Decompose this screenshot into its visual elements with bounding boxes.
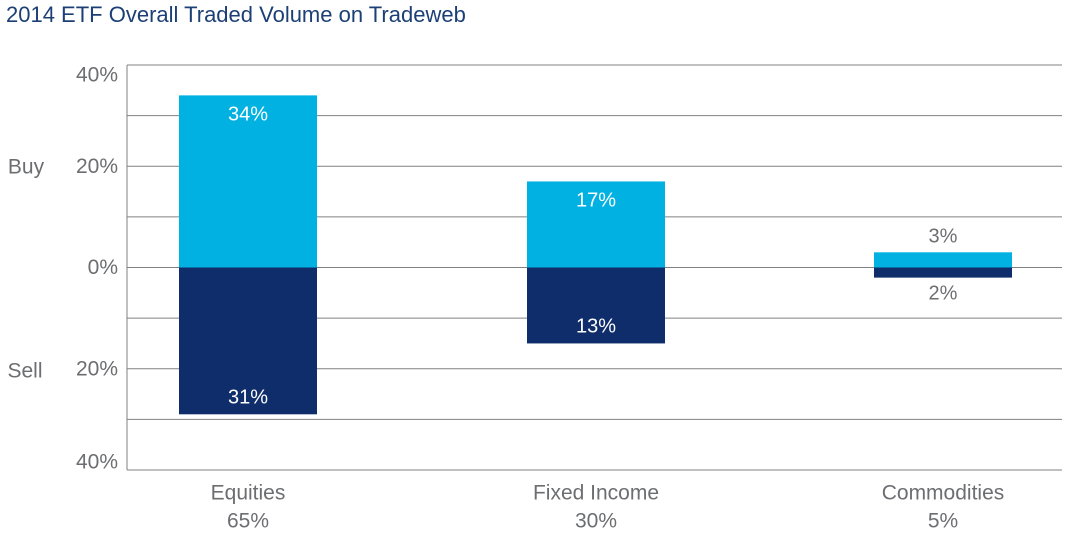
category-label: Equities (211, 482, 286, 505)
bar-data-label: 2% (929, 283, 958, 305)
buy-side-label: Buy (8, 156, 45, 179)
bar-data-label: 34% (228, 103, 268, 125)
category-total-label: 5% (928, 510, 958, 533)
y-tick-label: 40% (76, 451, 118, 474)
bar-data-label: 3% (929, 225, 958, 247)
category-label: Commodities (882, 482, 1005, 505)
bar-data-label: 13% (576, 315, 616, 337)
buy-bar-commodities (874, 252, 1012, 268)
sell-bar-equities (179, 267, 317, 415)
category-label: Fixed Income (533, 482, 659, 505)
bar-data-label: 31% (228, 386, 268, 408)
bar-data-label: 17% (576, 189, 616, 211)
bars (179, 95, 1012, 415)
y-tick-label: 20% (76, 357, 118, 380)
sell-bar-fixed-income (527, 267, 665, 344)
sell-bar-commodities (874, 267, 1012, 278)
category-total-label: 65% (227, 510, 269, 533)
buy-bar-fixed-income (527, 181, 665, 268)
category-total-label: 30% (575, 510, 617, 533)
y-tick-label: 20% (76, 155, 118, 178)
y-tick-labels: 40% 20% 0% 20% 40% (76, 64, 118, 474)
chart-title: 2014 ETF Overall Traded Volume on Tradew… (6, 2, 466, 27)
category-labels: Equities 65% Fixed Income 30% Commodities 5% (211, 482, 1005, 533)
y-tick-label: 0% (88, 256, 118, 279)
bar-data-labels: 34% 31% 17% 13% 3% 2% (228, 103, 958, 408)
sell-side-label: Sell (7, 360, 42, 383)
y-tick-label: 40% (76, 64, 118, 87)
buy-bar-equities (179, 95, 317, 268)
